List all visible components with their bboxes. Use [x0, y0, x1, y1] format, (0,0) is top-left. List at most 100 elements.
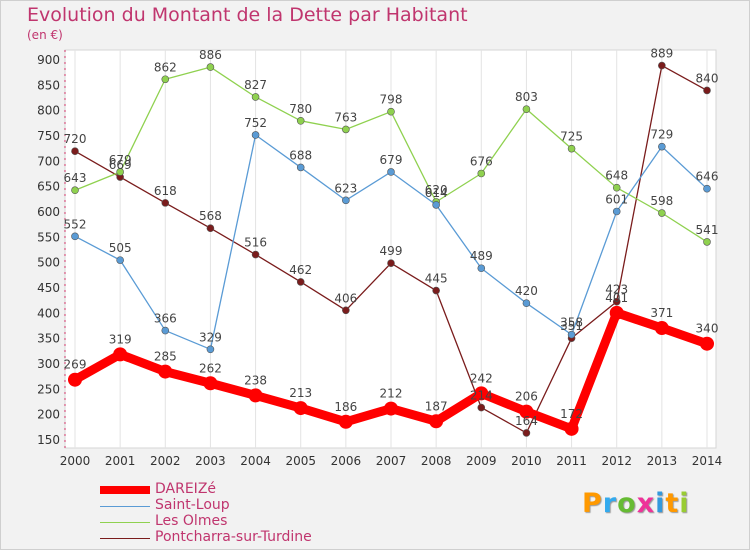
y-tick-label: 200 — [37, 408, 60, 422]
data-label: 238 — [244, 373, 267, 387]
data-point — [203, 376, 218, 391]
x-tick-label: 2007 — [376, 454, 407, 468]
x-tick-label: 2010 — [511, 454, 542, 468]
data-point — [116, 168, 124, 176]
data-point — [206, 345, 215, 354]
data-point — [251, 250, 260, 259]
data-point — [161, 199, 170, 207]
data-label: 329 — [199, 330, 222, 344]
y-tick-label: 450 — [37, 281, 60, 295]
data-label: 623 — [334, 181, 357, 195]
data-label: 752 — [244, 116, 267, 130]
y-tick-label: 400 — [37, 306, 60, 320]
data-point — [251, 131, 260, 139]
data-label: 358 — [560, 316, 583, 330]
x-tick-label: 2004 — [240, 454, 271, 468]
data-point — [432, 286, 440, 295]
y-tick-label: 550 — [37, 230, 60, 244]
data-label: 187 — [425, 399, 448, 413]
y-tick-label: 300 — [37, 357, 60, 371]
data-point — [251, 93, 260, 101]
data-point — [612, 207, 621, 216]
logo-letter: o — [617, 488, 637, 519]
data-label: 643 — [64, 171, 87, 185]
data-point — [296, 117, 305, 125]
data-label: 371 — [650, 306, 673, 320]
data-label: 601 — [605, 192, 628, 206]
data-point — [71, 147, 79, 155]
data-point — [522, 299, 531, 308]
data-label: 262 — [199, 361, 222, 375]
data-point — [658, 209, 666, 217]
data-labels: 269 319 285 262 238 213 186 212 187 242 206 172 401 3… — [64, 47, 719, 428]
y-tick-label: 800 — [37, 104, 60, 118]
logo-letter: x — [636, 488, 656, 519]
data-label: 669 — [109, 158, 132, 172]
data-label: 862 — [154, 60, 177, 74]
x-tick-label: 2006 — [331, 454, 362, 468]
data-point — [522, 105, 531, 113]
data-point — [338, 414, 353, 429]
data-point — [429, 414, 444, 429]
data-label: 729 — [650, 128, 673, 142]
data-point — [387, 107, 395, 116]
data-point — [296, 278, 305, 286]
data-label: 886 — [199, 48, 222, 62]
data-point — [654, 321, 669, 336]
grid — [64, 49, 717, 449]
data-label: 646 — [696, 170, 719, 184]
data-label: 366 — [154, 312, 177, 326]
legend-swatch-pontcharra — [100, 538, 150, 539]
x-tick-label: 2014 — [692, 454, 723, 468]
data-point — [342, 306, 350, 315]
data-point — [612, 297, 621, 306]
unit-label: (en €) — [27, 28, 63, 42]
data-label: 401 — [605, 291, 628, 305]
data-label: 242 — [470, 371, 493, 385]
data-label: 462 — [289, 263, 312, 277]
legend-label-pontcharra: Pontcharra-sur-Turdine — [155, 529, 312, 545]
data-point — [522, 429, 531, 437]
data-point — [567, 330, 576, 339]
data-label: 614 — [425, 186, 448, 200]
data-point — [342, 125, 350, 134]
data-point — [71, 186, 79, 195]
proxiti-logo: Proxiti — [582, 488, 690, 519]
data-label: 505 — [109, 241, 132, 255]
data-label: 164 — [515, 414, 538, 428]
y-tick-label: 850 — [37, 78, 60, 92]
data-point — [387, 259, 395, 267]
data-label: 269 — [64, 358, 87, 372]
data-point — [206, 63, 215, 71]
data-point — [564, 421, 579, 436]
chart-title: Evolution du Montant de la Dette par Hab… — [27, 4, 468, 26]
data-label: 618 — [154, 184, 177, 198]
data-label: 319 — [109, 332, 132, 346]
data-label: 499 — [380, 244, 403, 258]
data-label: 780 — [289, 102, 312, 116]
data-point — [116, 256, 124, 264]
data-point — [703, 86, 711, 95]
data-point — [477, 169, 486, 178]
data-label: 212 — [380, 387, 403, 401]
x-tick-label: 2002 — [150, 454, 181, 468]
data-label: 803 — [515, 90, 538, 104]
series-group — [68, 61, 714, 437]
data-label: 620 — [425, 183, 448, 197]
x-tick-label: 2013 — [647, 454, 678, 468]
data-label: 206 — [515, 390, 538, 404]
data-point — [387, 168, 395, 176]
x-tick-label: 2001 — [105, 454, 136, 468]
data-label: 827 — [244, 78, 267, 92]
legend-swatch-saint-loup — [100, 506, 150, 507]
legend-swatch-les-olmes — [100, 522, 150, 523]
x-tick-label: 2005 — [285, 454, 316, 468]
y-tick-label: 600 — [37, 205, 60, 219]
data-label: 541 — [696, 223, 719, 237]
data-label: 889 — [650, 47, 673, 61]
x-tick-label: 2011 — [556, 454, 587, 468]
logo-letter: P — [582, 488, 603, 519]
data-point — [296, 163, 305, 172]
data-point — [700, 336, 714, 351]
